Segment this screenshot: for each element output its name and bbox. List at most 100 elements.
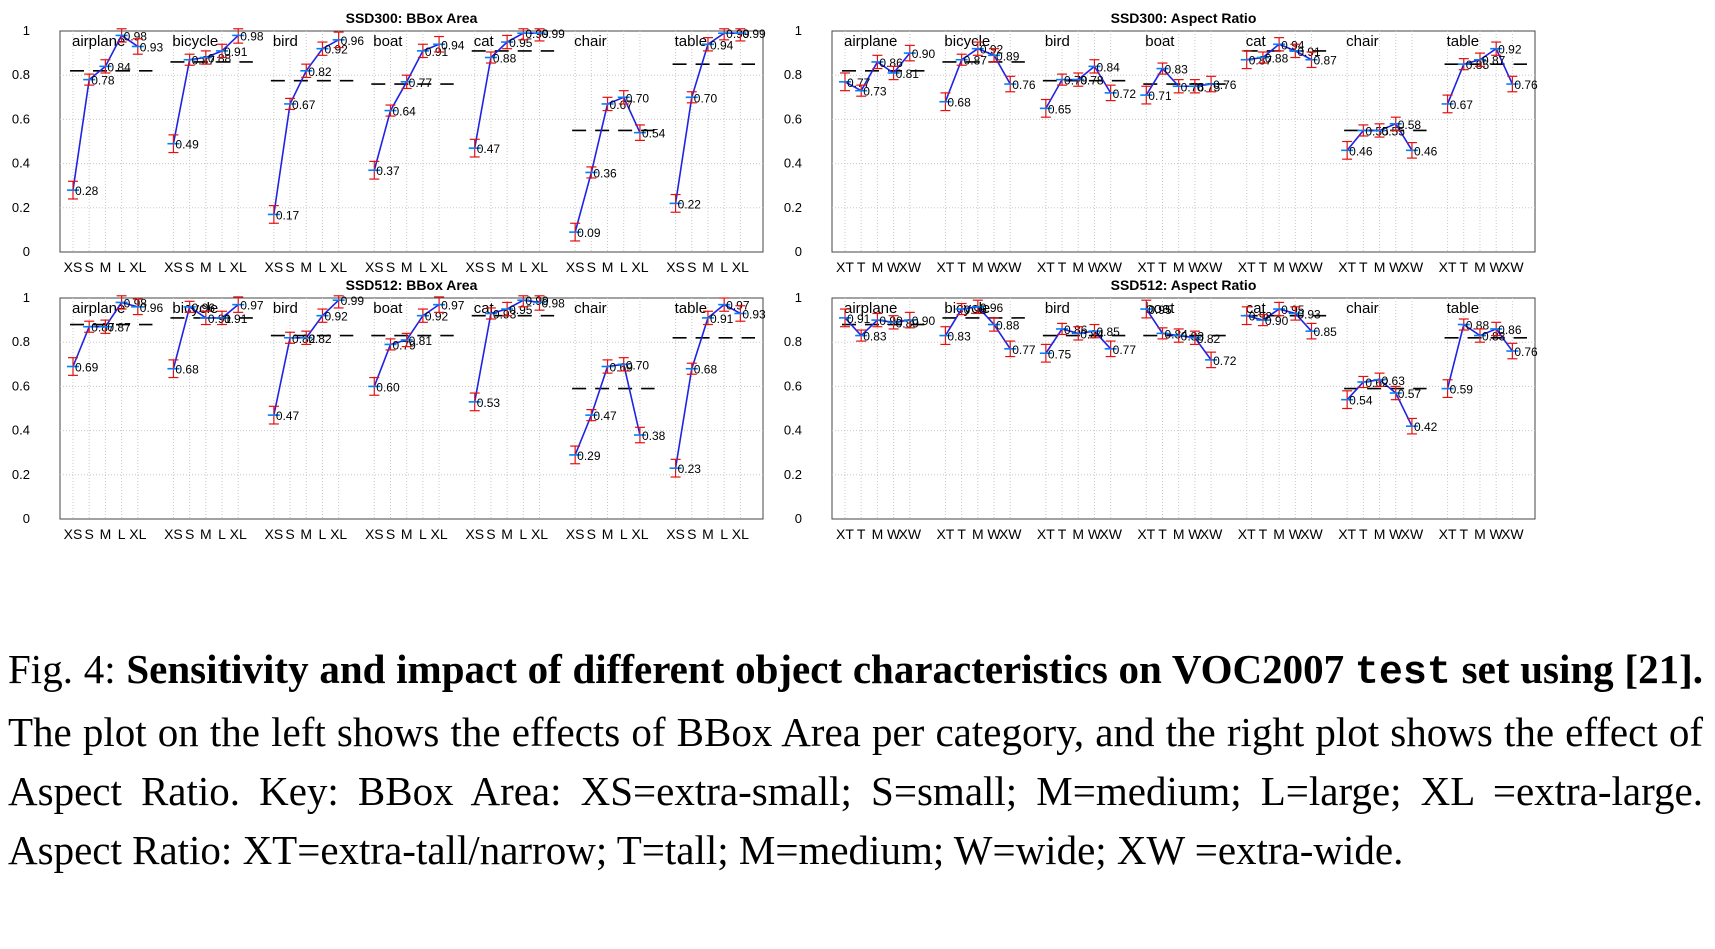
value-label: 0.84 [1096,60,1120,74]
value-label: 0.70 [694,91,718,105]
value-label: 0.68 [694,363,718,377]
x-tick-label: XL [732,526,749,542]
plot-frame [831,297,1536,520]
value-label: 0.90 [912,314,936,328]
x-tick-label: T [857,526,866,542]
x-tick-label: M [1474,526,1486,542]
x-tick-label: XT [1238,526,1256,542]
y-tick-label: 0.6 [784,111,802,126]
category-label: boat [1145,300,1175,317]
y-tick-label: 0.2 [12,467,30,482]
value-label: 0.97 [240,299,264,313]
x-tick-label: M [602,526,614,542]
x-tick-label: M [1072,526,1084,542]
x-tick-label: XT [1439,259,1457,275]
x-tick-label: T [857,259,866,275]
plot-frame [59,297,764,520]
x-tick-label: W [887,526,901,542]
x-tick-label: XS [666,526,685,542]
x-tick-label: M [1273,526,1285,542]
x-tick-label: XW [1300,259,1323,275]
x-tick-label: L [118,259,126,275]
x-tick-label: XL [732,259,749,275]
x-tick-label: L [620,526,628,542]
value-label: 0.70 [626,91,650,105]
value-label: 0.82 [292,332,316,346]
value-label: 0.90 [912,47,936,61]
value-label: 0.88 [208,52,232,66]
y-tick-label: 1 [23,23,30,38]
y-tick-label: 0 [23,511,30,526]
x-tick-label: XL [531,259,548,275]
x-tick-label: XL [129,259,146,275]
x-tick-label: S [85,259,94,275]
x-tick-label: XT [836,526,854,542]
x-tick-label: L [118,526,126,542]
value-label: 0.85 [1466,58,1490,72]
x-tick-label: XS [164,526,183,542]
x-tick-label: XS [365,259,384,275]
value-label: 0.95 [1148,303,1172,317]
value-label: 0.64 [392,105,416,119]
caption-text: The plot on the left shows the effects o… [8,709,1703,873]
y-tick-label: 0.6 [784,378,802,393]
x-tick-label: XS [566,526,585,542]
value-label: 0.84 [1164,327,1188,341]
x-tick-label: M [200,526,212,542]
x-tick-label: XL [230,526,247,542]
x-tick-label: M [1474,259,1486,275]
y-tick-label: 0 [795,511,802,526]
value-label: 0.92 [980,43,1004,57]
y-tick-label: 0.8 [784,67,802,82]
value-label: 0.93 [493,307,517,321]
x-tick-label: M [972,526,984,542]
x-tick-label: W [1490,526,1504,542]
x-tick-label: W [987,259,1001,275]
value-label: 0.83 [863,330,887,344]
x-tick-label: M [1173,259,1185,275]
y-tick-label: 0.2 [784,200,802,215]
caption-bold: Sensitivity and impact of different obje… [126,646,1355,692]
value-label: 0.67 [610,98,634,112]
x-tick-label: XW [999,526,1022,542]
y-tick-label: 0.8 [784,334,802,349]
value-label: 0.88 [996,319,1020,333]
y-tick-label: 0.4 [784,156,802,171]
x-tick-label: XS [265,259,284,275]
value-label: 0.58 [1398,118,1422,132]
category-label: bicycle [944,33,990,50]
x-tick-label: T [1259,259,1268,275]
value-label: 0.99 [726,27,750,41]
y-tick-label: 1 [795,23,802,38]
y-tick-label: 0.2 [12,200,30,215]
value-label: 0.60 [376,380,400,394]
value-label: 0.23 [678,462,702,476]
value-label: 0.42 [1414,420,1438,434]
x-tick-label: M [602,259,614,275]
x-tick-label: L [620,259,628,275]
value-label: 0.88 [1265,52,1289,66]
x-tick-label: T [1459,259,1468,275]
x-tick-label: T [1259,526,1268,542]
x-tick-label: S [386,526,395,542]
x-tick-label: S [185,526,194,542]
x-tick-label: T [957,259,966,275]
x-tick-label: XS [566,259,585,275]
x-tick-label: S [687,259,696,275]
x-tick-label: XL [531,526,548,542]
x-tick-label: M [100,259,112,275]
x-tick-label: XL [129,526,146,542]
caption-bold-end: set using [21]. [1450,646,1703,692]
x-tick-label: M [702,526,714,542]
value-label: 0.82 [308,332,332,346]
x-tick-label: L [419,526,427,542]
y-tick-label: 0.8 [12,67,30,82]
value-label: 0.99 [542,27,566,41]
x-tick-label: W [1389,526,1403,542]
x-tick-label: XT [836,259,854,275]
x-tick-label: L [519,259,527,275]
plot-frame [831,30,1536,253]
y-tick-label: 0.6 [12,111,30,126]
x-tick-label: XT [936,259,954,275]
